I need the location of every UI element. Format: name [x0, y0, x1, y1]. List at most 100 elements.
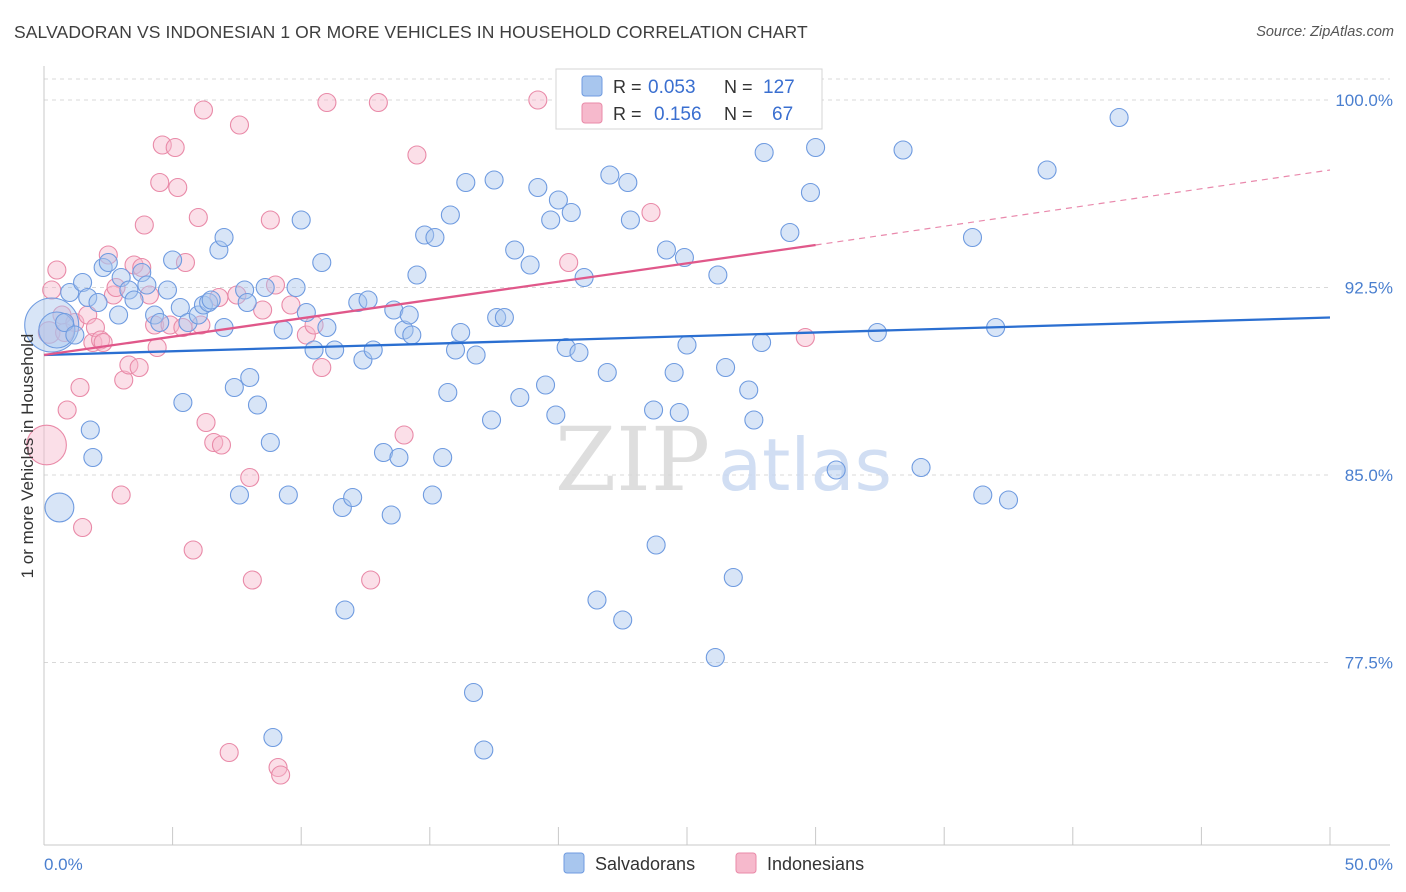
indonesian-point — [242, 570, 262, 590]
salvadoran-point — [425, 227, 445, 248]
salvadoran-point — [867, 322, 887, 343]
indonesian-point — [85, 317, 105, 338]
salvadoran-point — [618, 172, 638, 193]
salvadoran-point — [88, 292, 108, 313]
salvadoran-point — [98, 252, 118, 273]
indonesian-point — [559, 252, 579, 273]
indonesian-point — [260, 210, 280, 230]
salvadoran-point — [343, 487, 363, 508]
indonesian-point — [240, 467, 260, 488]
legend-n-value-2: 67 — [772, 104, 793, 125]
legend-swatch-blue — [581, 75, 603, 97]
salvadoran-point — [399, 305, 419, 325]
salvadoran-point — [286, 277, 306, 298]
salvadoran-point — [739, 380, 759, 400]
indonesian-trend-line — [43, 243, 816, 357]
salvadoran-point — [716, 357, 736, 378]
salvadoran-point — [137, 275, 157, 295]
salvadoran-point — [1037, 160, 1057, 180]
indonesian-point — [111, 485, 131, 505]
salvadoran-point — [358, 290, 378, 310]
salvadoran-point — [407, 265, 427, 285]
indonesian-point — [183, 540, 203, 560]
salvadoran-point — [494, 307, 514, 328]
salvadoran-point — [201, 290, 221, 310]
salvadoran-point — [132, 262, 152, 283]
indonesian-point — [641, 202, 661, 223]
indonesian-point — [70, 377, 90, 398]
legend-r-value-2: 0.156 — [654, 104, 702, 125]
salvadoran-point — [613, 610, 633, 630]
salvadoran-point — [422, 485, 442, 505]
axes — [43, 66, 1390, 846]
indonesian-point — [219, 742, 239, 763]
salvadoran-point — [60, 282, 80, 303]
indonesian-point — [168, 177, 188, 198]
indonesian-point — [147, 337, 167, 358]
y-tick-label: 77.5% — [1345, 654, 1393, 673]
salvadoran-point — [402, 325, 422, 345]
indonesian-point — [317, 92, 337, 113]
salvadoran-point — [83, 447, 103, 468]
salvadoran-point — [389, 447, 409, 468]
indonesian-point — [165, 137, 185, 158]
salvadoran-point — [440, 205, 460, 225]
salvadoran-point — [291, 210, 311, 230]
salvadoran-point — [973, 485, 993, 505]
salvadoran-point — [708, 265, 728, 285]
salvadoran-point — [826, 460, 846, 480]
salvadoran-point — [335, 600, 355, 620]
indonesian-trend-extension — [815, 169, 1331, 246]
salvadoran-point — [263, 727, 283, 748]
indonesian-point — [132, 257, 152, 278]
salvadoran-point — [505, 240, 525, 260]
salvadoran-point — [124, 290, 144, 310]
salvadoran-point — [304, 340, 324, 360]
indonesian-point — [368, 92, 388, 113]
legend-n-value-1: 127 — [763, 77, 795, 98]
indonesian-point — [37, 321, 61, 344]
indonesian-point — [93, 332, 113, 353]
salvadoran-point — [723, 567, 743, 588]
bottom-legend-swatch-pink — [735, 852, 757, 874]
salvadoran-point — [1109, 107, 1129, 128]
salvadoran-point — [646, 535, 666, 555]
salvadoran-point — [433, 447, 453, 468]
indonesian-point — [98, 245, 118, 265]
salvadoran-point — [620, 210, 640, 230]
legend-r-value-1: 0.053 — [648, 77, 696, 98]
salvadoran-point — [55, 312, 75, 333]
salvadoran-point — [312, 252, 332, 273]
salvadoran-point — [325, 340, 345, 360]
watermark-atlas: atlas — [718, 423, 892, 507]
indonesian-point — [124, 255, 144, 275]
salvadoran-point — [911, 457, 931, 478]
salvadoran-point — [520, 255, 540, 275]
salvadoran-point — [278, 485, 298, 505]
salvadoran-point — [528, 177, 548, 198]
salvadoran-point — [893, 140, 913, 160]
indonesian-point — [407, 145, 427, 165]
salvadoran-point — [170, 297, 190, 318]
salvadoran-point — [438, 382, 458, 403]
salvadoran-point — [487, 307, 507, 328]
indonesian-point — [394, 425, 414, 445]
source-label: Source: ZipAtlas.com — [1256, 24, 1394, 40]
indonesian-point — [26, 424, 67, 466]
salvadoran-point — [38, 311, 76, 349]
indonesian-point — [361, 570, 381, 590]
indonesian-point — [296, 325, 316, 345]
salvadoran-point — [119, 280, 139, 300]
indonesian-point — [204, 432, 224, 453]
salvadoran-point — [260, 432, 280, 453]
watermark: ZIP atlas — [555, 408, 892, 511]
trend-lines — [43, 169, 1331, 357]
indonesian-point — [42, 280, 62, 300]
legend-r-label-1: R = — [613, 77, 642, 97]
salvadoran-point — [199, 292, 219, 313]
salvadoran-point — [541, 210, 561, 230]
salvadoran-point — [353, 350, 373, 370]
y-axis-label: 1 or more Vehicles in Household — [18, 334, 37, 579]
salvadoran-point — [80, 420, 100, 440]
watermark-zip: ZIP — [555, 408, 710, 511]
